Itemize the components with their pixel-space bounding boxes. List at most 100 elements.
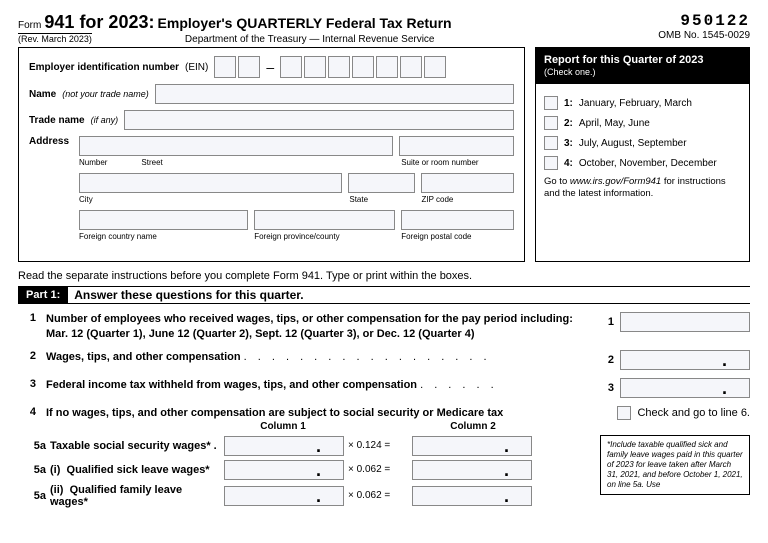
line-2-label: 2: [602, 354, 614, 366]
foreign-province-input[interactable]: [254, 210, 395, 230]
form-header: Form 941 for 2023: Employer's QUARTERLY …: [18, 12, 750, 45]
omb-number: OMB No. 1545-0029: [658, 30, 750, 41]
line-1-text: Number of employees who received wages, …: [46, 312, 592, 342]
line-5aii-col2-input[interactable]: .: [412, 486, 532, 506]
column-1-header: Column 1: [218, 421, 348, 432]
state-input[interactable]: [348, 173, 415, 193]
ein-digit[interactable]: [328, 56, 350, 78]
ein-digit[interactable]: [376, 56, 398, 78]
quarter-1-checkbox[interactable]: [544, 96, 558, 110]
line-5a-num: 5a: [24, 440, 46, 452]
column-2-header: Column 2: [408, 421, 538, 432]
form-word: Form: [18, 20, 41, 31]
sub-fcountry: Foreign country name: [79, 232, 248, 241]
footnote-5a: *Include taxable qualified sick and fami…: [600, 435, 750, 495]
line-4-text: If no wages, tips, and other compensatio…: [46, 406, 607, 421]
q4-label: October, November, December: [579, 158, 717, 169]
instructions-text: Read the separate instructions before yo…: [18, 270, 750, 282]
sub-street: Street: [141, 158, 395, 167]
ein-digit[interactable]: [214, 56, 236, 78]
ein-abbr: (EIN): [185, 62, 208, 73]
ein-digit[interactable]: [424, 56, 446, 78]
employer-info-box: Employer identification number (EIN) – N…: [18, 47, 525, 262]
line-5a-col2-input[interactable]: .: [412, 436, 532, 456]
form-title: Employer's QUARTERLY Federal Tax Return: [158, 15, 452, 31]
quarter-header-text: Report for this Quarter of 2023: [544, 54, 704, 66]
q1-num: 1:: [564, 98, 573, 109]
line-2-num: 2: [18, 350, 36, 362]
address-label: Address: [29, 136, 73, 147]
line-4-checkbox[interactable]: [617, 406, 631, 420]
q2-label: April, May, June: [579, 118, 650, 129]
sub-fprov: Foreign province/county: [254, 232, 395, 241]
ein-digit[interactable]: [304, 56, 326, 78]
line-5aii-mult: × 0.062 =: [348, 490, 408, 501]
trade-label: Trade name: [29, 115, 85, 126]
q2-num: 2:: [564, 118, 573, 129]
ein-digit[interactable]: [238, 56, 260, 78]
line-2-text: Wages, tips, and other compensation . . …: [46, 350, 592, 365]
line-5aii-num: 5a: [24, 490, 46, 502]
line-5a-text: Taxable social security wages* .: [50, 440, 220, 452]
part-1-bar: Part 1: Answer these questions for this …: [18, 286, 750, 304]
line-5aii-text: (ii) Qualified family leave wages*: [50, 484, 220, 508]
line-5ai-text: (i) Qualified sick leave wages*: [50, 464, 220, 476]
ein-label: Employer identification number: [29, 62, 179, 73]
sub-number: Number: [79, 158, 135, 167]
department: Department of the Treasury — Internal Re…: [185, 34, 435, 45]
line-3-num: 3: [18, 378, 36, 390]
line-2-input[interactable]: .: [620, 350, 750, 370]
q3-label: July, August, September: [579, 138, 687, 149]
line-1-label: 1: [602, 316, 614, 328]
line-5ai-col1-input[interactable]: .: [224, 460, 344, 480]
line-1-input[interactable]: [620, 312, 750, 332]
line-5aii-col1-input[interactable]: .: [224, 486, 344, 506]
line-3-text: Federal income tax withheld from wages, …: [46, 378, 592, 393]
trade-input[interactable]: [124, 110, 514, 130]
part-1-title: Answer these questions for this quarter.: [68, 288, 303, 302]
suite-input[interactable]: [399, 136, 514, 156]
sub-state: State: [349, 195, 415, 204]
line-5ai-num: 5a: [24, 464, 46, 476]
quarter-2-checkbox[interactable]: [544, 116, 558, 130]
line-5a-mult: × 0.124 =: [348, 440, 408, 451]
ein-digit[interactable]: [280, 56, 302, 78]
line-4-check-text: Check and go to line 6.: [637, 407, 750, 419]
city-input[interactable]: [79, 173, 342, 193]
revision: (Rev. March 2023): [18, 33, 92, 44]
zip-input[interactable]: [421, 173, 514, 193]
name-input[interactable]: [155, 84, 514, 104]
quarter-3-checkbox[interactable]: [544, 136, 558, 150]
q4-num: 4:: [564, 158, 573, 169]
name-label: Name: [29, 89, 56, 100]
ein-input-group: –: [214, 56, 446, 78]
quarter-box: Report for this Quarter of 2023 (Check o…: [535, 47, 750, 262]
line-5ai-col2-input[interactable]: .: [412, 460, 532, 480]
foreign-postal-input[interactable]: [401, 210, 514, 230]
line-3-input[interactable]: .: [620, 378, 750, 398]
sub-suite: Suite or room number: [401, 158, 514, 167]
sub-city: City: [79, 195, 343, 204]
address-number-street-input[interactable]: [79, 136, 393, 156]
line-1-num: 1: [18, 312, 36, 324]
sub-fpostal: Foreign postal code: [401, 232, 514, 241]
name-hint: (not your trade name): [62, 89, 149, 99]
quarter-header: Report for this Quarter of 2023 (Check o…: [536, 48, 749, 84]
ein-digit[interactable]: [400, 56, 422, 78]
foreign-country-input[interactable]: [79, 210, 248, 230]
line-5ai-mult: × 0.062 =: [348, 464, 408, 475]
ein-dash: –: [262, 59, 278, 75]
quarter-4-checkbox[interactable]: [544, 156, 558, 170]
form-code: 950122: [658, 12, 750, 30]
quarter-url-text: Go to www.irs.gov/Form941 for instructio…: [544, 176, 741, 201]
form-number: 941 for 2023:: [44, 12, 154, 32]
q3-num: 3:: [564, 138, 573, 149]
sub-zip: ZIP code: [421, 195, 514, 204]
line-4-num: 4: [18, 406, 36, 418]
line-5a-col1-input[interactable]: .: [224, 436, 344, 456]
part-1-tag: Part 1:: [18, 287, 68, 303]
ein-digit[interactable]: [352, 56, 374, 78]
line-3-label: 3: [602, 382, 614, 394]
q1-label: January, February, March: [579, 98, 692, 109]
trade-hint: (if any): [91, 115, 119, 125]
